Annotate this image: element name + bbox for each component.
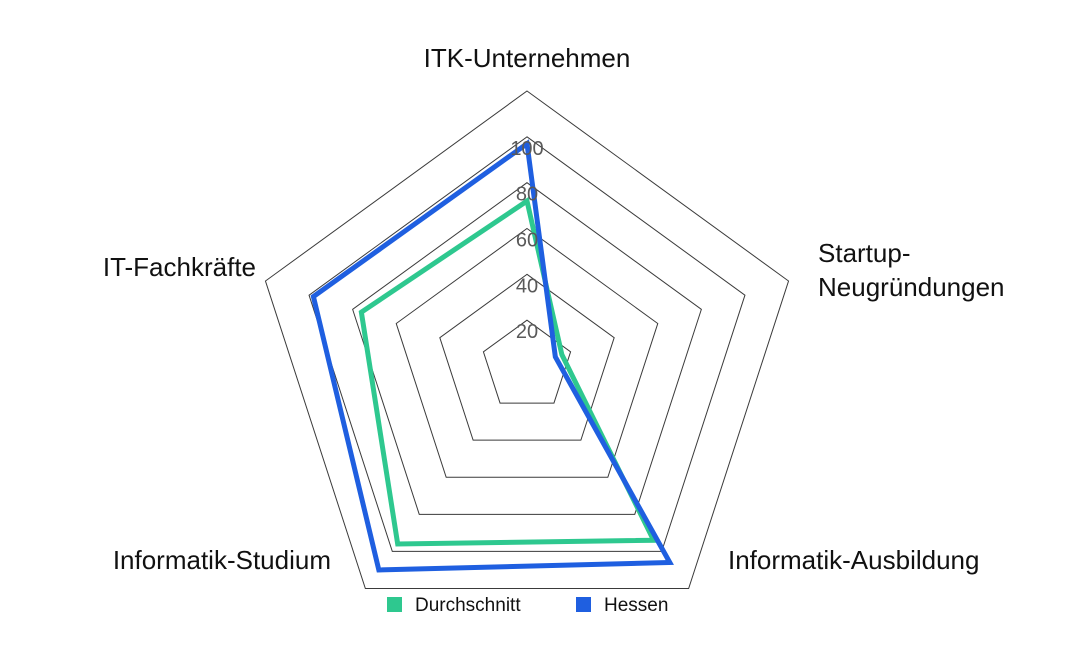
tick-label-40: 40	[516, 275, 538, 297]
grid-ring-20	[482, 319, 572, 404]
legend-label-hessen: Hessen	[604, 595, 668, 616]
tick-label-100: 100	[510, 138, 543, 160]
legend: Durchschnitt Hessen	[387, 595, 668, 616]
tick-layer: 20 40 60 80 100	[510, 138, 543, 343]
axis-label-0: ITK-Unternehmen	[424, 43, 631, 73]
axis-label-1-line-1: Neugründungen	[818, 272, 1005, 302]
axis-label-layer: ITK-Unternehmen Startup- Neugründungen Info…	[103, 43, 1005, 575]
axis-label-2: Informatik-Ausbildung	[728, 545, 979, 575]
series-layer	[310, 139, 674, 573]
tick-label-60: 60	[516, 230, 538, 252]
grid-layer	[264, 90, 790, 589]
series-line-durchschnitt	[358, 196, 658, 547]
axis-label-3: Informatik-Studium	[113, 545, 331, 575]
legend-label-durchschnitt: Durchschnitt	[415, 595, 521, 616]
grid-ring-60	[395, 227, 659, 478]
axis-label-4: IT-Fachkräfte	[103, 252, 256, 282]
grid-ring-80	[352, 182, 702, 515]
legend-swatch-durchschnitt	[387, 597, 402, 612]
legend-swatch-hessen	[576, 597, 591, 612]
grid-ring-100	[308, 136, 746, 552]
grid-ring-120	[264, 90, 790, 589]
tick-label-80: 80	[516, 184, 538, 206]
axis-label-1-line-0: Startup-	[818, 238, 911, 268]
grid-ring-40	[439, 273, 615, 441]
series-line-hessen	[310, 139, 674, 573]
tick-label-20: 20	[516, 321, 538, 343]
